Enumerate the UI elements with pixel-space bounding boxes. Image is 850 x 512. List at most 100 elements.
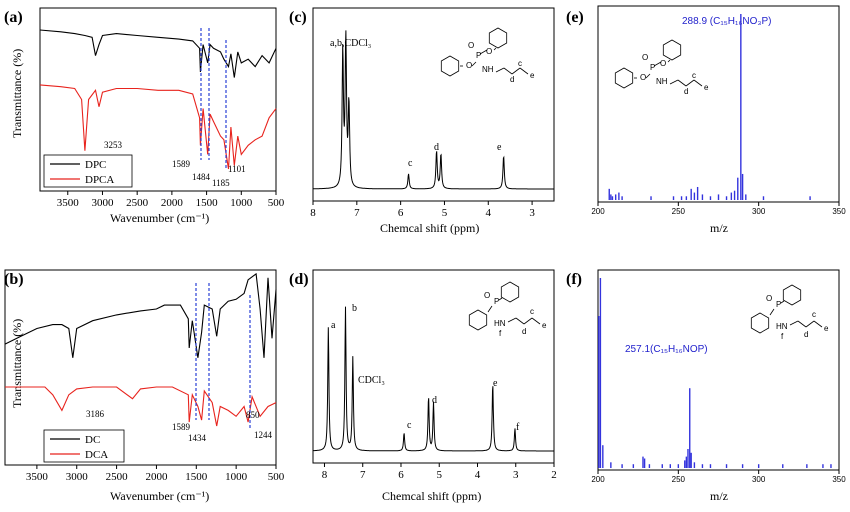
panel-e-xtick-label: 300 [752,207,766,216]
panel-d-xlabel: Chemcal shift (ppm) [382,489,481,503]
structure-atom-label: d [522,327,526,336]
panel-a-letter: (a) [4,9,23,26]
panel-f-xtick-label: 250 [672,475,686,484]
structure-bond [507,317,517,323]
structure-atom-label: O [640,73,646,82]
panel-b-xtick-label: 2500 [106,471,129,483]
structure-atom-label: O [466,61,472,70]
structure-atom-label: HN [494,319,506,328]
structure-atom-label: O [766,294,772,303]
panel-f-molecule-structure: PO HNf d ce [750,284,829,341]
structure-atom-label: e [530,71,535,80]
panel-a-xtick-label: 3000 [91,197,114,209]
panel-d-molecule-structure: PO HNf d ce [468,281,547,338]
structure-atom-label: P [650,63,655,72]
panel-e-xlabel: m/z [710,221,728,235]
structure-bond [653,61,662,67]
panel-d-peak-f: f [516,422,520,433]
panel-d-peak-c: c [407,420,412,431]
panel-c-peak-d: d [434,142,439,153]
panel-b-legend-dc: DC [85,434,100,446]
panel-e-letter: (e) [566,9,584,26]
benzene-ring [468,309,488,331]
benzene-ring [500,281,520,303]
panel-a-xtick-label: 500 [268,197,285,209]
panel-a-xtick-label: 1500 [196,197,219,209]
panel-a-annot-1484: 1484 [192,172,211,182]
structure-bond [493,47,497,51]
structure-atom-label: O [484,291,490,300]
structure-atom-label: HN [776,322,788,331]
panel-d-xtick-label: 5 [436,469,442,481]
panel-b-series-dc [4,272,277,358]
panel-b-guide-lines [195,283,251,430]
panel-c-xtick-label: 7 [354,207,360,219]
panel-c-peak-c: c [408,158,413,169]
structure-atom-label: P [776,300,781,309]
benzene-ring [614,67,634,89]
panel-f-bars [598,278,832,468]
structure-bond [531,317,541,325]
panel-f-xtick-label: 300 [752,475,766,484]
structure-atom-label: f [781,332,784,341]
panel-e-frame [597,5,840,203]
panel-a-xtick-label: 2500 [126,197,149,209]
panel-a-xtick-label: 2000 [161,197,184,209]
panel-a-annot-1589: 1589 [172,159,191,169]
structure-bond [693,79,703,87]
panel-d-xticks: 8 7 6 5 4 3 2 [322,463,557,481]
panel-b-legend: DC DCA [43,429,125,463]
structure-bond [685,79,695,87]
panel-a-annot-1185: 1185 [212,178,230,188]
panel-d-xtick-label: 4 [475,469,481,481]
panel-e-molecule-structure: PO O O NH dce [614,39,709,96]
structure-bond [645,73,651,79]
panel-d-letter: (d) [289,271,309,288]
structure-bond [797,320,807,328]
panel-a-series [39,29,277,170]
structure-bond [667,59,671,63]
panel-f: (f) m/z 200 250 300 350 257.1(C₁₅H₁₆NOP) PO… [566,269,846,503]
benzene-ring [488,27,508,49]
structure-atom-label: e [542,321,547,330]
panel-b-annot-1434: 1434 [188,433,207,443]
structure-bond [471,61,477,67]
panel-f-ion-label: 257.1(C₁₅H₁₆NOP) [625,344,708,355]
panel-c-xticks: 8 7 6 5 4 3 [310,201,535,219]
structure-bond [789,320,799,326]
panel-e-bars [608,14,811,200]
panel-d-spectrum-line [312,306,554,452]
structure-atom-label: c [518,59,522,68]
panel-b-annot-3186: 3186 [86,409,105,419]
structure-bond [515,317,525,325]
panel-f-letter: (f) [566,271,582,288]
panel-c-spectrum-line [313,30,554,190]
panel-e-xtick-label: 200 [591,207,605,216]
panel-a-xtick-label: 1000 [230,197,253,209]
panel-c: (c) Chemcal shift (ppm) 8 7 6 5 4 3 a,b,CDCl₃… [289,7,555,235]
panel-d-frame [312,269,555,464]
structure-bond [511,67,521,75]
panel-b-annot-1589: 1589 [172,422,191,432]
structure-atom-label: NH [656,77,668,86]
panel-c-spectrum [313,30,554,190]
panel-b-xtick-label: 500 [268,471,285,483]
structure-bond [503,67,513,75]
panel-e-xtick-label: 350 [832,207,846,216]
panel-d-xtick-label: 7 [360,469,366,481]
panel-d-xtick-label: 3 [513,469,519,481]
structure-atom-label: O [660,59,666,68]
benzene-ring [662,39,682,61]
panel-e-xticks: 200 250 300 350 [591,202,846,216]
structure-bond [519,67,529,75]
panel-a-annot-3253: 3253 [104,140,123,150]
panel-a-xlabel: Wavenumber (cm⁻¹) [110,211,209,225]
panel-e-xtick-label: 250 [672,207,686,216]
panel-f-xtick-label: 200 [591,475,605,484]
panel-b-xticks: 3500 3000 2500 2000 1500 1000 500 [26,465,285,483]
structure-atom-label: c [530,307,534,316]
panel-b-series-dca [5,386,277,427]
panel-a-ylabel: Transmittance (%) [10,49,24,138]
panel-c-xtick-label: 8 [310,207,316,219]
panel-f-frame [597,269,840,471]
